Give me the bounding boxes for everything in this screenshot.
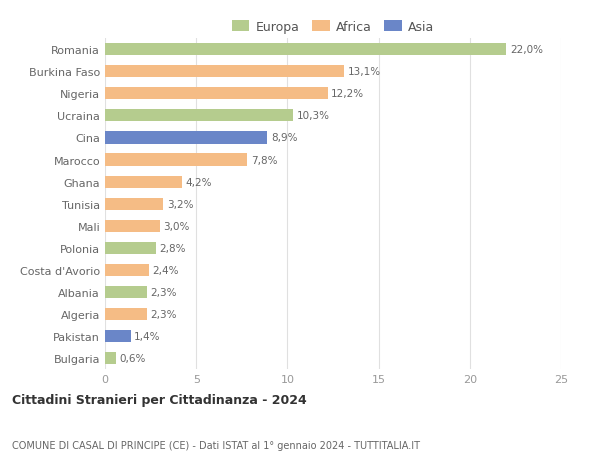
Text: Cittadini Stranieri per Cittadinanza - 2024: Cittadini Stranieri per Cittadinanza - 2… [12,393,307,406]
Text: 22,0%: 22,0% [510,45,543,55]
Text: 7,8%: 7,8% [251,155,277,165]
Bar [105,88,328,100]
Bar [105,132,268,144]
Text: 3,2%: 3,2% [167,199,194,209]
Bar [105,198,163,210]
Text: 0,6%: 0,6% [119,353,146,364]
Bar [105,44,506,56]
Bar [105,353,116,364]
Bar [105,154,247,166]
Bar [105,242,156,254]
Text: 10,3%: 10,3% [296,111,329,121]
Legend: Europa, Africa, Asia: Europa, Africa, Asia [228,17,438,38]
Bar [105,286,147,298]
Text: COMUNE DI CASAL DI PRINCIPE (CE) - Dati ISTAT al 1° gennaio 2024 - TUTTITALIA.IT: COMUNE DI CASAL DI PRINCIPE (CE) - Dati … [12,440,420,450]
Bar [105,220,160,232]
Text: 3,0%: 3,0% [163,221,190,231]
Text: 2,8%: 2,8% [160,243,186,253]
Text: 13,1%: 13,1% [347,67,381,77]
Bar [105,176,182,188]
Bar [105,330,131,342]
Text: 8,9%: 8,9% [271,133,298,143]
Bar [105,264,149,276]
Text: 2,3%: 2,3% [151,309,177,319]
Bar [105,66,344,78]
Text: 2,4%: 2,4% [152,265,179,275]
Text: 4,2%: 4,2% [185,177,212,187]
Text: 1,4%: 1,4% [134,331,161,341]
Text: 2,3%: 2,3% [151,287,177,297]
Bar [105,110,293,122]
Bar [105,308,147,320]
Text: 12,2%: 12,2% [331,89,364,99]
